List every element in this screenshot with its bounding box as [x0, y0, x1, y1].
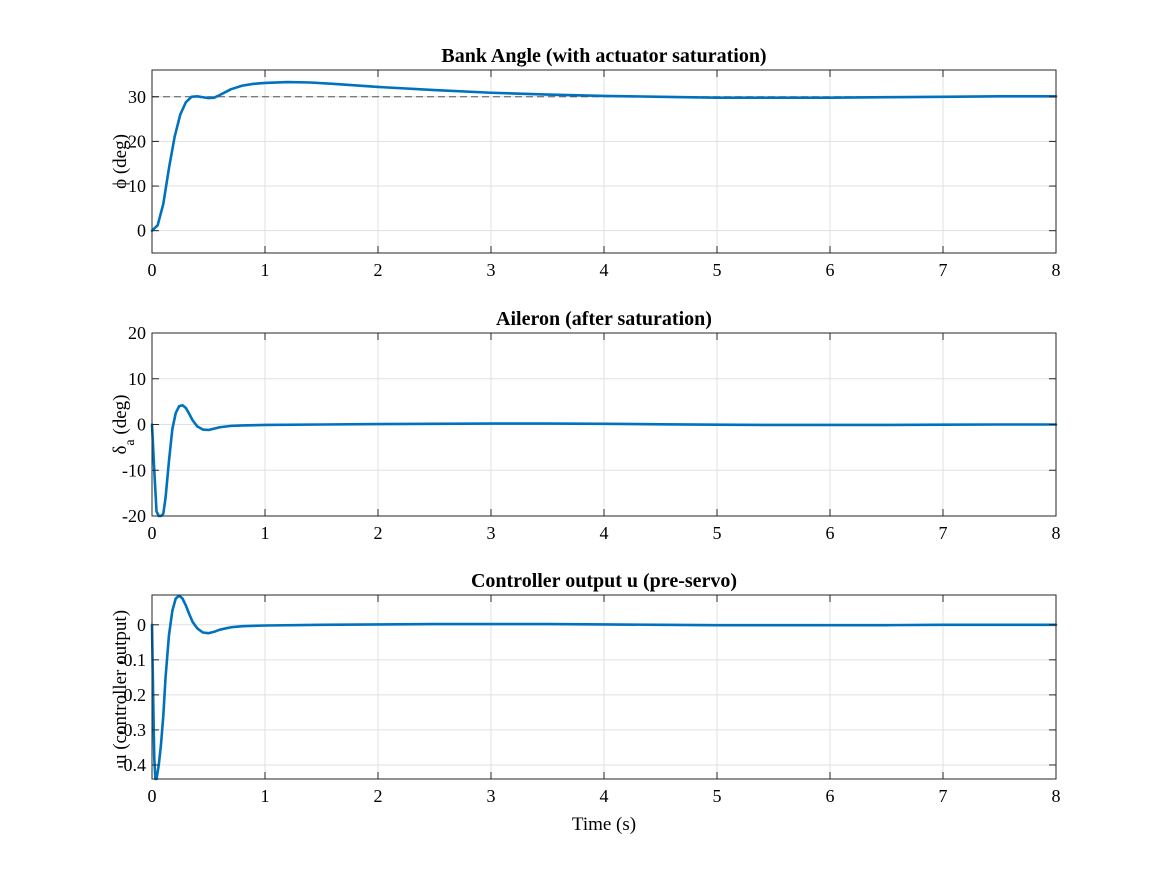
- y-tick-label: 20: [128, 323, 146, 343]
- y-tick-label: 0: [137, 415, 146, 435]
- y-tick-label: 20: [128, 131, 146, 151]
- chart-title: Aileron (after saturation): [496, 308, 712, 330]
- x-tick-label: 3: [487, 786, 496, 806]
- x-tick-label: 3: [487, 523, 496, 543]
- y-tick-label: -0.4: [118, 755, 147, 775]
- x-tick-label: 5: [713, 786, 722, 806]
- y-tick-label: 0: [137, 615, 146, 635]
- x-tick-label: 5: [713, 523, 722, 543]
- x-tick-label: 8: [1052, 260, 1061, 280]
- x-tick-label: 1: [261, 786, 270, 806]
- series-line-1: [150, 403, 1058, 518]
- x-axis-label: Time (s): [572, 814, 636, 835]
- x-tick-label: 8: [1052, 523, 1061, 543]
- y-axis-label-subscript: a: [123, 439, 138, 446]
- y-tick-label: -0.2: [118, 685, 147, 705]
- y-axis-label: u (controller output): [110, 610, 131, 764]
- x-tick-label: 2: [374, 260, 383, 280]
- x-tick-label: 6: [826, 260, 835, 280]
- y-tick-label: -0.1: [118, 650, 147, 670]
- x-tick-label: 5: [713, 260, 722, 280]
- y-tick-label: 10: [128, 369, 146, 389]
- y-tick-label: -0.3: [118, 720, 147, 740]
- x-tick-label: 6: [826, 523, 835, 543]
- x-tick-label: 0: [148, 260, 157, 280]
- y-tick-label: -10: [122, 460, 146, 480]
- chart-title: Bank Angle (with actuator saturation): [441, 45, 766, 67]
- x-tick-label: 7: [939, 786, 948, 806]
- x-tick-label: 8: [1052, 786, 1061, 806]
- x-tick-label: 7: [939, 260, 948, 280]
- y-axis-label: ϕ (deg): [110, 134, 131, 189]
- chart-2: 0 1 2 3 4 5 6 7 8 -20 -10 0 10 20 Aileron (after satur…: [110, 308, 1061, 543]
- y-axis-label: δa (deg): [110, 394, 138, 454]
- y-tick-label: 0: [137, 221, 146, 241]
- x-tick-label: 2: [374, 523, 383, 543]
- y-tick-label: -20: [122, 506, 146, 526]
- chart-3: 0 1 2 3 4 5 6 7 8 -0.4 -0.3 -0.2 -0.1 0 Controller out…: [110, 570, 1061, 806]
- y-tick-label: 30: [128, 87, 146, 107]
- x-tick-label: 3: [487, 260, 496, 280]
- x-tick-label: 4: [600, 260, 609, 280]
- chart-1: 0 1 2 3 4 5 6 7 8 0 10 20 30 Bank Angle (with actuato…: [110, 45, 1061, 280]
- x-tick-label: 2: [374, 786, 383, 806]
- x-tick-label: 6: [826, 786, 835, 806]
- x-tick-label: 0: [148, 786, 157, 806]
- x-tick-label: 4: [600, 523, 609, 543]
- x-tick-label: 1: [261, 260, 270, 280]
- x-tick-label: 0: [148, 523, 157, 543]
- series-line-1: [150, 594, 1058, 781]
- y-tick-label: 10: [128, 176, 146, 196]
- x-tick-label: 4: [600, 786, 609, 806]
- y-axis-label-symbol: δ: [110, 446, 131, 455]
- x-tick-label: 1: [261, 523, 270, 543]
- chart-title: Controller output u (pre-servo): [471, 570, 737, 592]
- y-axis-label-units: (deg): [110, 394, 131, 439]
- x-tick-label: 7: [939, 523, 948, 543]
- series-line-1: [150, 80, 1058, 232]
